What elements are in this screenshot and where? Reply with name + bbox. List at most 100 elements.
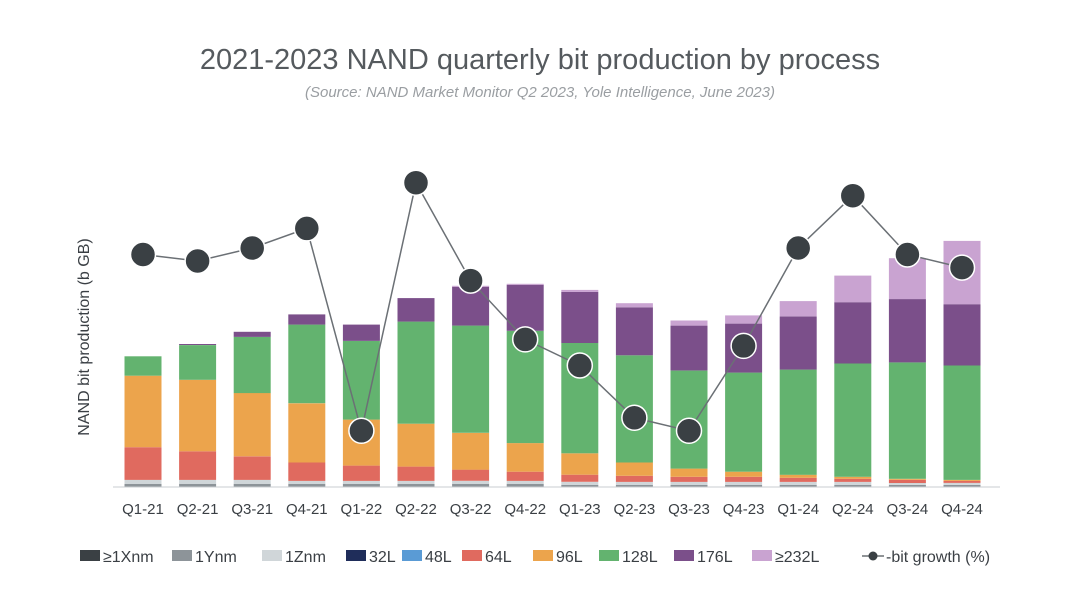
bar-segment (452, 432, 490, 470)
legend-label: 96L (556, 549, 583, 566)
bar-segment (506, 471, 544, 481)
bar-segment (670, 481, 708, 485)
bar-segment (397, 298, 435, 322)
legend-item: 1Znm (262, 549, 326, 566)
bar-segment (670, 476, 708, 482)
bar-segment (179, 379, 217, 452)
bar-segment (233, 393, 271, 457)
growth-point (511, 326, 539, 353)
bar-segment (725, 481, 763, 485)
bar-segment (725, 315, 763, 324)
bar-segment (561, 474, 599, 482)
legend-label: 32L (369, 549, 396, 566)
legend-swatch (752, 550, 772, 561)
bar-segment (506, 283, 544, 285)
legend-swatch (346, 550, 366, 561)
bar-segment (779, 477, 817, 482)
legend-item: 48L (402, 549, 452, 566)
bar-segment (561, 485, 599, 487)
x-tick-layer: Q1-21 Q2-21 Q3-21 Q4-21 Q1-22 Q2-22 Q3-22 Q4-22… (122, 501, 983, 518)
legend-label: 176L (697, 549, 733, 566)
growth-point (402, 169, 430, 196)
growth-point (675, 417, 703, 445)
bar-segment (888, 478, 926, 480)
bar-segment (615, 303, 653, 308)
bar-segment (943, 304, 981, 366)
legend-label: 48L (425, 549, 452, 566)
bar-segment (725, 476, 763, 482)
bar-segment (888, 485, 926, 487)
bar-segment (124, 479, 162, 484)
bar-segment (561, 453, 599, 475)
bar-segment (834, 363, 872, 477)
growth-point (566, 352, 594, 379)
bar-segment (779, 474, 817, 478)
x-tick-label: Q4-22 (504, 501, 546, 518)
bar-segment (124, 447, 162, 480)
bar-segment (397, 321, 435, 424)
bar-segment (397, 480, 435, 484)
x-tick-label: Q3-23 (668, 501, 710, 518)
bar-segment (725, 372, 763, 472)
bar-layer (124, 240, 981, 487)
bar-segment (179, 483, 217, 487)
bar-segment (288, 403, 326, 463)
growth-line-layer (129, 169, 976, 445)
bar-segment (124, 356, 162, 376)
growth-point (784, 234, 812, 262)
x-tick-label: Q2-24 (832, 501, 874, 518)
legend-swatch (462, 550, 482, 561)
bar-segment (888, 362, 926, 479)
bar-segment (452, 325, 490, 433)
chart-subtitle: (Source: NAND Market Monitor Q2 2023, Yo… (305, 84, 775, 101)
growth-point (129, 241, 157, 268)
bar-segment (779, 481, 817, 485)
bar-segment (342, 480, 380, 484)
growth-point (894, 241, 921, 268)
x-tick-label: Q2-21 (177, 501, 219, 518)
legend-label: 1Znm (285, 549, 326, 566)
bar-segment (561, 481, 599, 485)
bar-segment (670, 320, 708, 326)
legend-item: 128L (599, 549, 658, 566)
bar-segment (834, 302, 872, 364)
x-tick-label: Q4-21 (286, 501, 328, 518)
bar-segment (615, 485, 653, 487)
bar-segment (725, 485, 763, 487)
bar-segment (779, 316, 817, 370)
bar-segment (179, 451, 217, 480)
bar-segment (834, 485, 872, 487)
bar-segment (233, 479, 271, 484)
growth-point (293, 215, 321, 242)
chart-title: 2021-2023 NAND quarterly bit production … (199, 44, 881, 76)
bar-segment (288, 462, 326, 481)
legend-label: 1Ynm (195, 549, 237, 566)
bar-segment (561, 291, 599, 343)
bar-segment (452, 480, 490, 484)
legend-label: ≥232L (775, 549, 819, 566)
x-tick-label: Q4-24 (941, 501, 983, 518)
bar-segment (452, 469, 490, 481)
bar-segment (943, 482, 981, 485)
legend-item: 96L (533, 549, 583, 566)
legend-swatch (80, 550, 100, 561)
bar-segment (342, 324, 380, 341)
bar-segment (943, 365, 981, 480)
bar-segment (506, 443, 544, 472)
bar-segment (670, 468, 708, 477)
growth-point (621, 404, 648, 432)
x-tick-label: Q1-22 (341, 501, 383, 518)
bar-segment (233, 336, 271, 394)
x-tick-label: Q3-24 (887, 501, 929, 518)
bar-segment (233, 456, 271, 480)
legend-label: -bit growth (%) (886, 549, 990, 566)
legend-item: 1Ynm (172, 549, 237, 566)
bar-segment (615, 462, 653, 476)
bar-segment (725, 471, 763, 477)
growth-point (238, 234, 266, 262)
bar-segment (452, 483, 490, 487)
bar-segment (834, 481, 872, 485)
bar-segment (888, 299, 926, 363)
y-axis-label: NAND bit production (b GB) (76, 238, 93, 435)
